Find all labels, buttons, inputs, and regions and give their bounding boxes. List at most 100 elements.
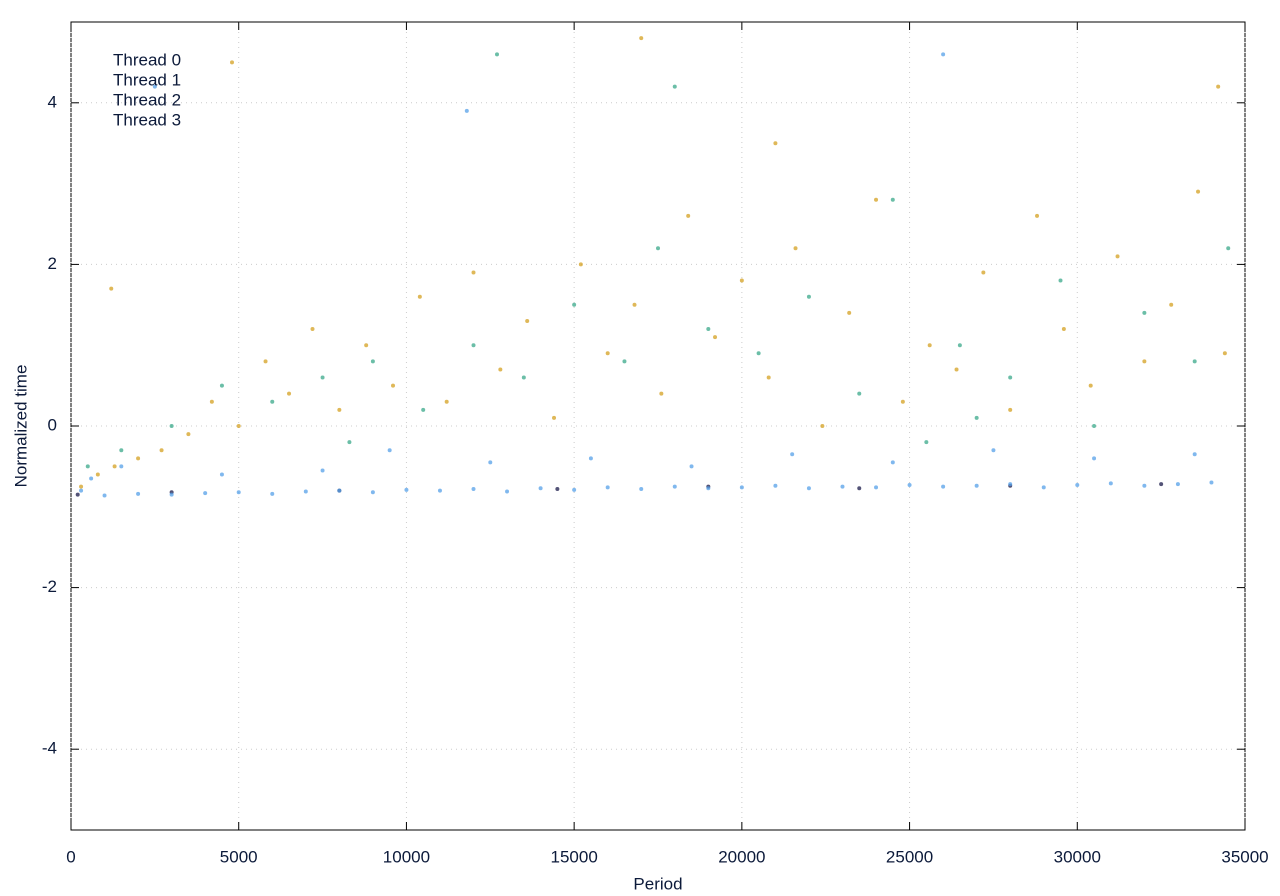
point (820, 424, 825, 428)
point (1008, 375, 1013, 380)
point (75, 492, 80, 497)
point (793, 246, 798, 251)
point (672, 84, 677, 89)
point (605, 351, 610, 356)
point (219, 383, 224, 388)
point (924, 440, 929, 445)
point (1041, 485, 1046, 490)
y-axis-label: Normalized time (11, 365, 30, 488)
point (444, 399, 449, 404)
point (488, 460, 493, 465)
point (370, 490, 375, 495)
point (112, 464, 117, 469)
x-tick-label: 10000 (383, 847, 430, 866)
point (874, 485, 879, 490)
point (1169, 302, 1174, 307)
x-tick-label: 20000 (718, 847, 765, 866)
x-tick-label: 5000 (220, 847, 258, 866)
point (89, 476, 94, 481)
point (404, 487, 409, 492)
point (525, 318, 530, 323)
point (890, 460, 895, 465)
point (119, 464, 124, 469)
point (1196, 189, 1201, 194)
point (656, 246, 660, 251)
point (109, 286, 114, 291)
point (1092, 424, 1097, 428)
point (494, 52, 499, 57)
point (236, 424, 241, 428)
point (209, 399, 214, 404)
point (310, 327, 315, 332)
point (303, 489, 308, 494)
y-tick-label: 4 (48, 92, 57, 111)
point (713, 335, 718, 340)
legend-label: Thread 3 (113, 110, 181, 129)
point (847, 310, 852, 315)
legend-label: Thread 1 (113, 70, 181, 89)
point (1008, 407, 1013, 412)
point (739, 485, 744, 490)
point (169, 424, 174, 428)
point (974, 483, 979, 488)
point (136, 456, 141, 461)
point (552, 415, 557, 420)
point (1035, 213, 1040, 218)
point (739, 278, 744, 283)
point (236, 490, 241, 495)
point (672, 484, 677, 489)
point (505, 489, 510, 494)
point (219, 472, 224, 477)
point (907, 482, 912, 487)
x-axis-label: Period (633, 874, 682, 893)
x-tick-label: 0 (66, 847, 75, 866)
point (471, 343, 476, 348)
point (391, 383, 396, 388)
point (1142, 310, 1147, 315)
point (890, 197, 895, 202)
point (572, 487, 577, 492)
x-tick-label: 15000 (551, 847, 598, 866)
point (1061, 327, 1066, 332)
point (85, 464, 90, 469)
point (659, 391, 664, 396)
point (79, 488, 84, 493)
point (337, 488, 342, 493)
point (347, 440, 352, 445)
point (689, 464, 694, 469)
point (364, 343, 369, 348)
legend-label: Thread 2 (113, 90, 181, 109)
point (370, 359, 375, 364)
point (521, 375, 526, 380)
point (857, 486, 862, 491)
point (1142, 359, 1147, 364)
point (639, 487, 644, 492)
point (538, 486, 543, 491)
point (840, 484, 845, 489)
point (974, 415, 979, 420)
point (119, 448, 124, 453)
point (572, 302, 577, 307)
point (270, 399, 275, 404)
point (639, 36, 644, 41)
point (320, 375, 325, 380)
legend-label: Thread 0 (113, 50, 181, 69)
y-tick-label: -2 (42, 577, 57, 596)
point (1222, 351, 1227, 356)
plot-frame (70, 21, 1246, 831)
y-tick-label: 0 (48, 415, 57, 434)
point (1216, 84, 1221, 89)
point (686, 213, 691, 218)
point (421, 407, 426, 412)
point (152, 84, 157, 89)
point (588, 456, 593, 461)
point (1209, 480, 1214, 485)
point (1115, 254, 1120, 259)
point (941, 52, 946, 57)
point (941, 484, 946, 489)
point (806, 486, 811, 491)
point (337, 407, 342, 412)
point (857, 391, 862, 396)
point (1142, 483, 1147, 488)
